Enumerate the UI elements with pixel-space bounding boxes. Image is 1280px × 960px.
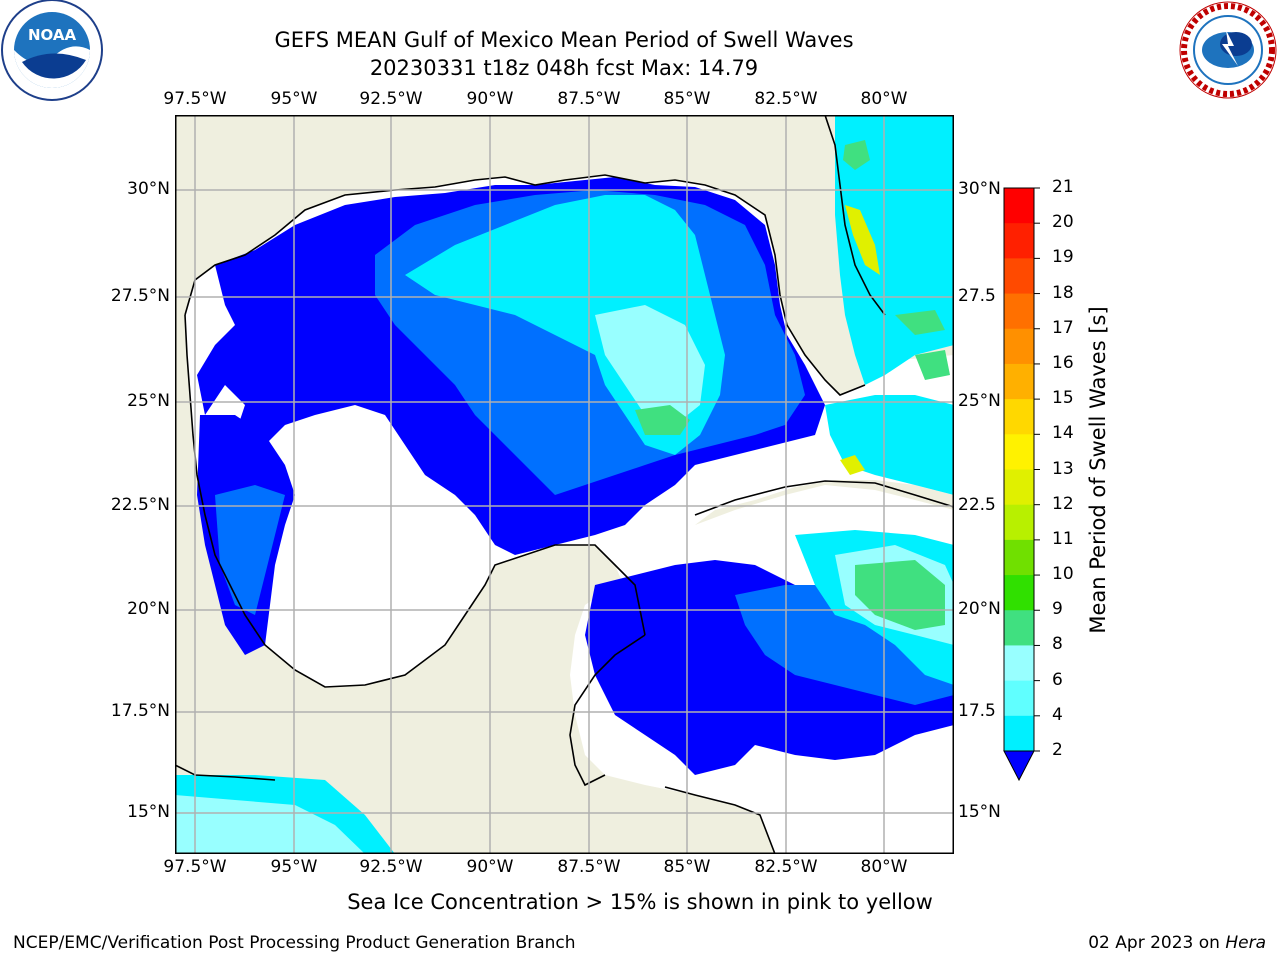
colorbar-swatch	[1004, 575, 1034, 611]
colorbar-tick-label: 11	[1052, 528, 1074, 549]
lon-label-top: 82.5°W	[754, 89, 818, 109]
colorbar-swatch	[1004, 469, 1034, 506]
colorbar-tick-label: 12	[1052, 493, 1074, 514]
lat-label-left: 27.5°N	[110, 286, 170, 306]
colorbar-tick-label: 17	[1052, 317, 1074, 338]
colorbar-swatch	[1004, 680, 1034, 717]
lat-label-right: 20°N	[958, 599, 1001, 619]
lon-label-top: 95°W	[270, 89, 318, 109]
contour-yellow-fl2	[840, 455, 865, 475]
colorbar-extend	[1003, 750, 1035, 782]
lon-label-bottom: 92.5°W	[359, 857, 423, 877]
colorbar-swatch	[1004, 539, 1034, 576]
lon-label-bottom: 80°W	[860, 857, 908, 877]
colorbar-swatch	[1004, 504, 1034, 541]
contour-green-car	[855, 560, 945, 630]
nws-logo	[1179, 1, 1277, 99]
contour-yellow-fl	[845, 205, 880, 275]
lon-label-top: 90°W	[466, 89, 514, 109]
colorbar-tick-label: 20	[1052, 212, 1074, 233]
lon-label-top: 97.5°W	[163, 89, 227, 109]
lat-label-right: 27.5	[958, 286, 996, 306]
colorbar-swatch	[1004, 434, 1034, 470]
lat-label-right: 30°N	[958, 179, 1001, 199]
lat-label-right: 17.5	[958, 701, 996, 721]
colorbar-tick-label: 18	[1052, 282, 1074, 303]
lat-label-left: 30°N	[127, 179, 170, 199]
lat-label-right: 25°N	[958, 391, 1001, 411]
colorbar-swatch	[1004, 223, 1034, 259]
colorbar-swatch	[1004, 188, 1034, 224]
colorbar-title: Mean Period of Swell Waves [s]	[1086, 306, 1110, 634]
lon-label-bottom: 97.5°W	[163, 857, 227, 877]
lon-label-top: 92.5°W	[359, 89, 423, 109]
colorbar-tick-label: 13	[1052, 458, 1074, 479]
contour-green-central	[635, 405, 690, 435]
colorbar-tick-label: 10	[1052, 564, 1074, 585]
lon-label-bottom: 85°W	[663, 857, 711, 877]
lat-label-right: 22.5	[958, 495, 996, 515]
colorbar-tick-label: 2	[1052, 740, 1063, 760]
lon-label-bottom: 95°W	[270, 857, 318, 877]
colorbar-tick-label: 4	[1052, 704, 1063, 725]
contour-mid-blue-sw	[215, 485, 285, 615]
lat-label-left: 22.5°N	[110, 495, 170, 515]
contour-light-cyan-sw	[175, 795, 365, 854]
map-subtitle: 20230331 t18z 048h fcst Max: 14.79	[369, 56, 759, 80]
colorbar-swatch	[1004, 328, 1034, 365]
colorbar-tick-label: 15	[1052, 388, 1074, 409]
contour-light-cyan	[595, 305, 705, 425]
colorbar-swatch	[1004, 645, 1034, 682]
footer-date-text: 02 Apr 2023 on	[1088, 933, 1220, 953]
colorbar-tick-label: 16	[1052, 352, 1074, 373]
colorbar-tick-label: 19	[1052, 247, 1074, 268]
colorbar-swatch	[1004, 399, 1034, 435]
coastlines	[175, 115, 954, 854]
colorbar-tick-label: 8	[1052, 634, 1063, 655]
lat-label-right: 15°N	[958, 802, 1001, 822]
lat-label-left: 20°N	[127, 599, 170, 619]
footer-host: Hera	[1225, 933, 1266, 953]
colorbar-tick-label: 21	[1052, 177, 1074, 197]
lon-label-top: 87.5°W	[557, 89, 621, 109]
lat-label-left: 15°N	[127, 802, 170, 822]
map-frame	[175, 115, 954, 854]
lon-label-bottom: 90°W	[466, 857, 514, 877]
contour-green-fl2	[895, 310, 945, 335]
contour-cyan-east2	[825, 395, 954, 495]
footer-credit: NCEP/EMC/Verification Post Processing Pr…	[13, 933, 576, 953]
colorbar	[1003, 187, 1040, 782]
colorbar-swatch	[1004, 610, 1034, 646]
colorbar-tick-label: 6	[1052, 669, 1063, 690]
footer-date: 02 Apr 2023 on Hera	[1088, 933, 1266, 953]
colorbar-swatch	[1004, 293, 1034, 330]
colorbar-tick-label: 9	[1052, 599, 1063, 620]
contour-green-fl	[843, 140, 870, 170]
map-title: GEFS MEAN Gulf of Mexico Mean Period of …	[274, 28, 854, 52]
colorbar-swatch	[1004, 258, 1034, 295]
swell-period-map	[175, 115, 954, 854]
sea-ice-footnote: Sea Ice Concentration > 15% is shown in …	[347, 890, 933, 914]
contour-green-fl3	[915, 350, 950, 380]
graticule	[175, 115, 954, 854]
colorbar-swatch	[1004, 363, 1034, 400]
colorbar-swatch	[1004, 715, 1034, 752]
colorbar-tick-label: 14	[1052, 423, 1074, 444]
lat-label-left: 17.5°N	[110, 701, 170, 721]
lon-label-bottom: 87.5°W	[557, 857, 621, 877]
noaa-logo: NOAA	[1, 0, 103, 101]
lon-label-top: 80°W	[860, 89, 908, 109]
lon-label-bottom: 82.5°W	[754, 857, 818, 877]
lon-label-top: 85°W	[663, 89, 711, 109]
noaa-wordmark: NOAA	[28, 26, 77, 44]
lat-label-left: 25°N	[127, 391, 170, 411]
